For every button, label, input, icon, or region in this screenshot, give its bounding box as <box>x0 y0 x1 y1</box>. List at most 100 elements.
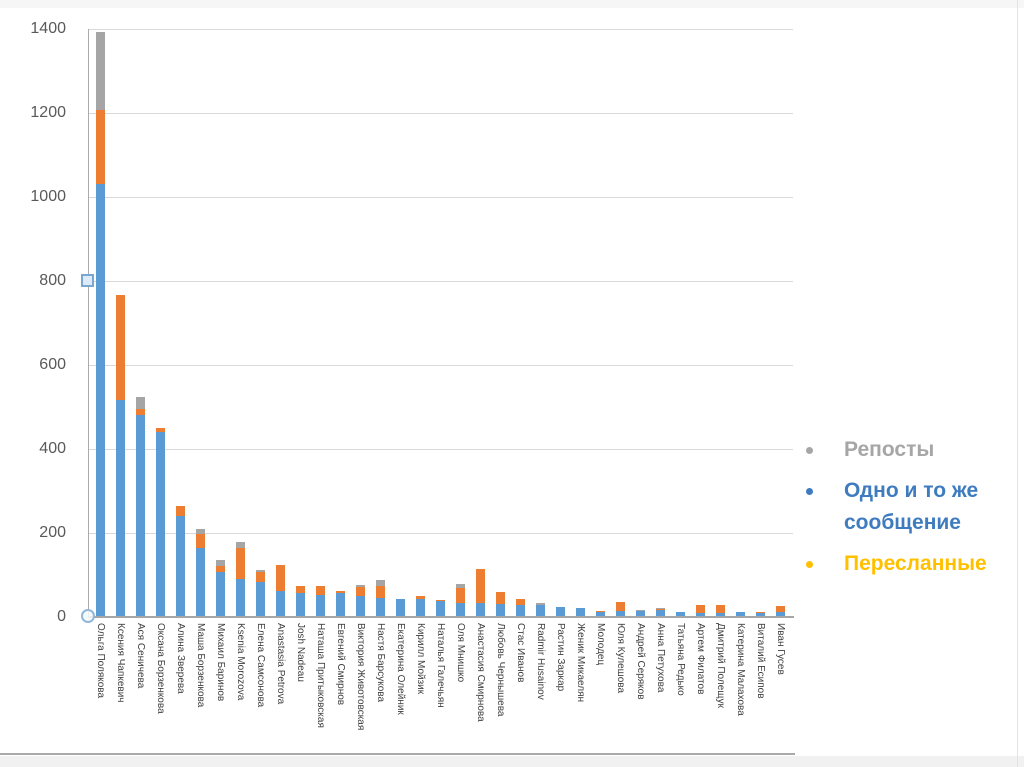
x-category-label: Женик Микаелян <box>575 623 586 703</box>
legend-bullet-yellow <box>806 561 813 568</box>
bar-segment <box>235 542 245 548</box>
bar-segment <box>695 604 705 613</box>
x-category-label: Виталий Есипов <box>755 623 766 699</box>
bar-segment <box>135 409 145 415</box>
gridline <box>88 449 793 450</box>
slide-bottom-edge <box>0 753 795 755</box>
bar-segment <box>115 294 125 400</box>
x-category-label: Дмитрий Полещук <box>715 623 726 708</box>
y-tick-label: 800 <box>39 272 66 289</box>
bar-segment <box>315 594 325 617</box>
bar-segment <box>215 560 225 566</box>
bar-segment <box>535 605 545 617</box>
x-category-label: Анна Петухова <box>655 623 666 693</box>
bar-segment <box>715 613 725 617</box>
bar-segment <box>655 610 665 617</box>
y-tick-label: 600 <box>39 356 66 373</box>
selection-handle-circle[interactable] <box>81 609 95 623</box>
bar-segment <box>675 612 685 617</box>
bar-segment <box>435 601 445 617</box>
bar-segment <box>215 565 225 573</box>
gridline <box>88 29 793 30</box>
bar-segment <box>535 602 545 606</box>
bar-segment <box>775 605 785 613</box>
y-tick-label: 1200 <box>30 104 66 121</box>
bar-segment <box>755 613 765 617</box>
bar-segment <box>375 598 385 617</box>
bar-segment <box>415 598 425 617</box>
bar-segment <box>235 578 245 617</box>
bar-segment <box>515 605 525 617</box>
bar-segment <box>135 396 145 410</box>
bar-segment <box>315 586 325 595</box>
y-tick-label: 1000 <box>30 188 66 205</box>
selection-handle-square[interactable] <box>81 274 94 287</box>
x-category-label: Кирилл Мойзик <box>415 623 426 695</box>
x-category-label: Елена Самсонова <box>255 623 266 708</box>
bar-segment <box>175 515 185 617</box>
bar-segment <box>355 595 365 617</box>
legend-label: Репосты <box>844 438 935 461</box>
bar-segment <box>475 568 485 604</box>
bar-segment <box>295 593 305 617</box>
bar-segment <box>735 612 745 617</box>
viewer-bottom-strip <box>0 756 1024 767</box>
x-category-label: Михаил Баринов <box>215 623 226 702</box>
bar-segment <box>635 611 645 617</box>
x-category-label: Растин Заркар <box>555 623 566 692</box>
legend: Репосты Одно и то же сообщение Пересланн… <box>800 434 1018 589</box>
gridline <box>88 197 793 198</box>
bar-segment <box>655 607 665 610</box>
bar-segment <box>715 604 725 614</box>
bar-segment <box>335 593 345 617</box>
bar-segment <box>775 612 785 617</box>
legend-label: Пересланные <box>844 552 987 575</box>
bar-segment <box>515 598 525 606</box>
bar-segment <box>435 599 445 602</box>
bar-segment <box>295 586 305 594</box>
bar-segment <box>755 611 765 614</box>
legend-item-same-message: Одно и то же сообщение <box>800 475 1018 539</box>
bar-segment <box>155 428 165 432</box>
legend-label: Одно и то же сообщение <box>844 479 979 534</box>
bar-segment <box>115 399 125 617</box>
bar-segment <box>95 109 105 185</box>
gridline <box>88 281 793 282</box>
x-category-label: Любовь Чернышева <box>495 623 506 717</box>
x-category-label: Екатерина Олейник <box>395 623 406 715</box>
legend-item-reposts: Репосты <box>800 434 1018 466</box>
bar-segment <box>475 603 485 617</box>
y-tick-label: 200 <box>39 524 66 541</box>
bar-segment <box>455 587 465 604</box>
x-axis-line <box>88 616 794 618</box>
x-category-label: Настя Барсукова <box>375 623 386 703</box>
bar-segment <box>255 572 265 583</box>
legend-bullet-gray <box>806 447 813 454</box>
gridline <box>88 365 793 366</box>
bar-segment <box>595 611 605 612</box>
bar-segment <box>155 431 165 617</box>
bar-segment <box>555 607 565 617</box>
bar-segment <box>235 547 245 579</box>
bar-segment <box>495 604 505 617</box>
bar-segment <box>615 610 625 617</box>
bar-segment <box>195 548 205 617</box>
bar-segment <box>595 611 605 617</box>
x-category-label: Ксения Чапкевич <box>115 623 126 703</box>
x-category-label: Иван Гусев <box>775 623 786 675</box>
bar-segment <box>135 414 145 617</box>
bar-segment <box>375 586 385 599</box>
x-category-label: Татьяна Редько <box>675 623 686 696</box>
bar-segment <box>615 601 625 611</box>
x-category-label: Наташа Притыковская <box>315 623 326 728</box>
x-category-label: Артем Филатов <box>695 623 706 695</box>
y-tick-label: 0 <box>57 608 66 625</box>
bar-segment <box>415 596 425 599</box>
x-category-label: Алина Зверева <box>175 623 186 694</box>
bar-segment <box>375 580 385 587</box>
bar-segment <box>275 565 285 591</box>
bar-segment <box>95 184 105 617</box>
x-category-label: Ksenia Morozova <box>235 623 246 701</box>
bar-segment <box>215 572 225 617</box>
